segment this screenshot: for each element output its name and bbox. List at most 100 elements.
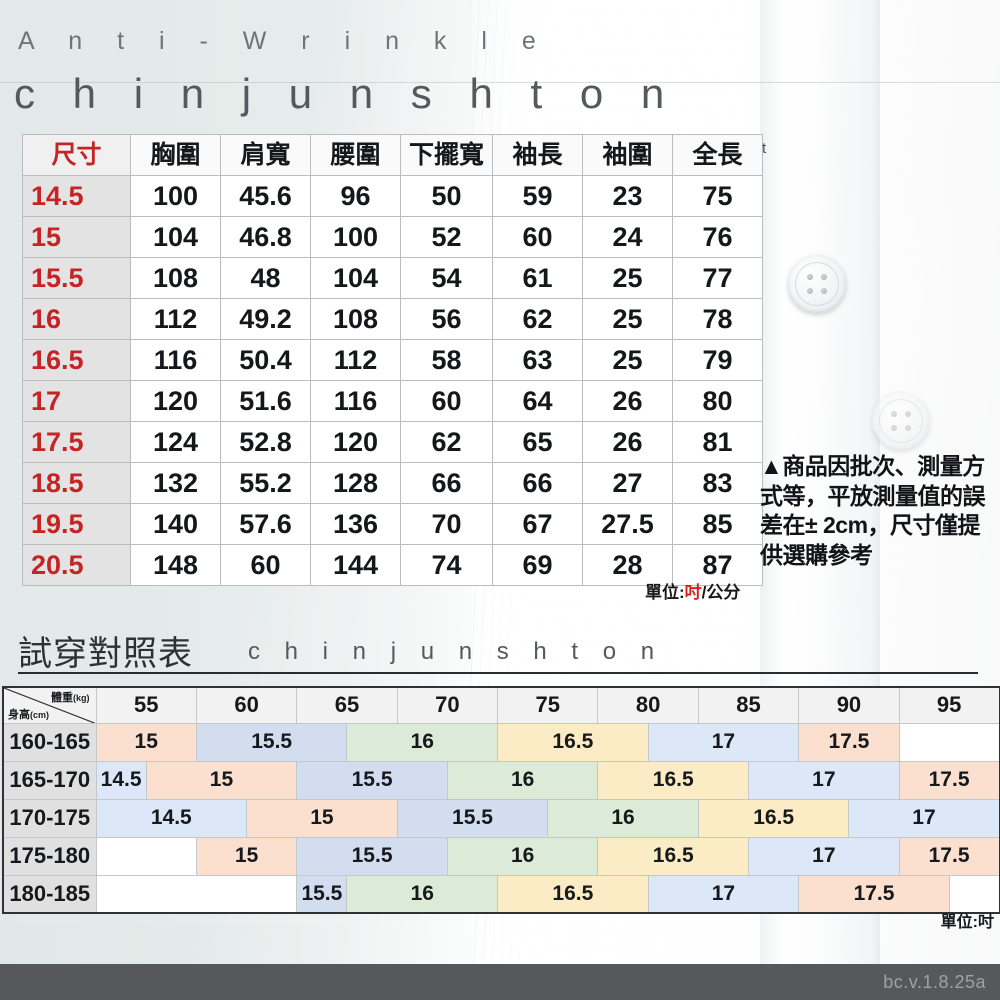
- measure-cell: 83: [672, 462, 763, 504]
- measure-cell: 66: [400, 462, 493, 504]
- unit-suffix: /公分: [701, 583, 741, 602]
- weight-column-header: 65: [296, 686, 398, 724]
- measure-cell: 25: [582, 339, 673, 381]
- measure-cell: 63: [492, 339, 583, 381]
- measure-cell: 60: [400, 380, 493, 422]
- measure-cell: 58: [400, 339, 493, 381]
- measure-cell: 59: [492, 175, 583, 217]
- measure-cell: 50: [400, 175, 493, 217]
- measure-cell: 104: [310, 257, 401, 299]
- fit-size-cell: 16.5: [697, 798, 850, 838]
- measurement-disclaimer-note: ▲商品因批次、測量方式等，平放測量值的誤差在± 2cm，尺寸僅提供選購參考: [760, 453, 986, 568]
- measure-cell: 108: [310, 298, 401, 340]
- table-row: 17.5 124 52.8 120 62 65 26 81: [22, 421, 763, 463]
- measure-cell: 87: [672, 544, 763, 586]
- table-row: 175-180 15 15.5 16 16.5 17 17.5: [2, 836, 1000, 876]
- measure-cell: 144: [310, 544, 401, 586]
- fit-size-cell: 16: [446, 836, 599, 876]
- column-header-chest: 胸圍: [130, 134, 221, 176]
- table-row: 165-170 14.5 15 15.5 16 16.5 17 17.5: [2, 760, 1000, 800]
- measure-cell: 124: [130, 421, 221, 463]
- height-row-header: 170-175: [2, 798, 97, 838]
- measure-cell: 66: [492, 462, 583, 504]
- measure-cell: 70: [400, 503, 493, 545]
- fit-size-cell: 16.5: [497, 722, 649, 762]
- table-row: 16 112 49.2 108 56 62 25 78: [22, 298, 763, 340]
- fit-table-header-row: 體重(kg) 身高(cm) 55 60 65 70 75 80 85 90 95: [2, 686, 1000, 724]
- measure-cell: 76: [672, 216, 763, 258]
- measure-cell: 112: [310, 339, 401, 381]
- fit-size-cell: 17.5: [798, 874, 950, 914]
- measure-cell: 140: [130, 503, 221, 545]
- measure-cell: 26: [582, 380, 673, 422]
- measure-cell: 28: [582, 544, 673, 586]
- fit-empty-cell: [948, 874, 1000, 914]
- column-header-shoulder: 肩寬: [220, 134, 311, 176]
- measure-cell: 60: [492, 216, 583, 258]
- measure-cell: 57.6: [220, 503, 311, 545]
- measure-cell: 27: [582, 462, 673, 504]
- size-table-header-row: 尺寸 胸圍 肩寬 腰圍 下擺寬 袖長 袖圍 全長: [22, 134, 763, 176]
- fit-size-cell: 17: [647, 874, 800, 914]
- fit-size-cell: 17: [848, 798, 1000, 838]
- measure-cell: 100: [310, 216, 401, 258]
- fit-size-cell: 17: [748, 836, 900, 876]
- measure-cell: 148: [130, 544, 221, 586]
- fit-size-cell: 16: [346, 722, 499, 762]
- fit-size-cell: 14.5: [95, 760, 147, 800]
- measure-cell: 62: [492, 298, 583, 340]
- size-table-body: 14.5 100 45.6 96 50 59 23 75 15 104 46.8 100 52 60 24 7…: [22, 175, 763, 586]
- fit-size-cell: 16: [547, 798, 699, 838]
- unit-prefix: 單位:: [645, 583, 685, 602]
- table-row: 18.5 132 55.2 128 66 66 27 83: [22, 462, 763, 504]
- measure-cell: 52.8: [220, 421, 311, 463]
- table-row: 15 104 46.8 100 52 60 24 76: [22, 216, 763, 258]
- weight-column-header: 90: [798, 686, 900, 724]
- fit-section-title: 試穿對照表: [18, 635, 193, 673]
- size-cell: 16: [22, 298, 131, 340]
- fit-size-cell: 15: [246, 798, 398, 838]
- size-table-unit-label: 單位:吋/公分: [645, 578, 740, 603]
- measure-cell: 55.2: [220, 462, 311, 504]
- measure-cell: 52: [400, 216, 493, 258]
- size-cell: 18.5: [22, 462, 131, 504]
- column-header-total-length: 全長: [672, 134, 763, 176]
- fit-table-body: 160-165 15 15.5 16 16.5 17 17.5 165-170 14.5 15 15…: [2, 722, 1000, 914]
- size-cell: 17.5: [22, 421, 131, 463]
- column-header-waist: 腰圍: [310, 134, 401, 176]
- column-header-hem-width: 下擺寬: [400, 134, 493, 176]
- measure-cell: 75: [672, 175, 763, 217]
- measure-cell: 27.5: [582, 503, 673, 545]
- height-row-header: 165-170: [2, 760, 97, 800]
- size-cell: 15: [22, 216, 131, 258]
- fit-empty-cell: [898, 722, 1000, 762]
- measure-cell: 60: [220, 544, 311, 586]
- fit-empty-cell: [95, 836, 197, 876]
- fit-empty-cell: [95, 874, 298, 914]
- measure-cell: 48: [220, 257, 311, 299]
- fit-size-cell: 16: [346, 874, 499, 914]
- height-row-header: 160-165: [2, 722, 97, 762]
- size-cell: 15.5: [22, 257, 131, 299]
- brand-header: A n t i - W r i n k l e c h i n j u n s …: [0, 22, 1000, 122]
- fit-size-cell: 17: [748, 760, 900, 800]
- measure-cell: 116: [130, 339, 221, 381]
- height-row-header: 175-180: [2, 836, 97, 876]
- measure-cell: 62: [400, 421, 493, 463]
- unit-inch: 吋: [684, 583, 702, 602]
- size-cell: 16.5: [22, 339, 131, 381]
- fit-size-cell: 15.5: [195, 722, 348, 762]
- measure-cell: 80: [672, 380, 763, 422]
- weight-column-header: 80: [597, 686, 699, 724]
- tagline-anti-wrinkle: A n t i - W r i n k l e: [18, 27, 550, 55]
- table-row: 17 120 51.6 116 60 64 26 80: [22, 380, 763, 422]
- measure-cell: 112: [130, 298, 221, 340]
- footer-bar: bc.v.1.8.25a: [0, 964, 1000, 1000]
- measure-cell: 104: [130, 216, 221, 258]
- weight-column-header: 75: [497, 686, 599, 724]
- measure-cell: 61: [492, 257, 583, 299]
- measure-cell: 78: [672, 298, 763, 340]
- measure-cell: 25: [582, 298, 673, 340]
- table-row: 160-165 15 15.5 16 16.5 17 17.5: [2, 722, 1000, 762]
- weight-column-header: 55: [95, 686, 197, 724]
